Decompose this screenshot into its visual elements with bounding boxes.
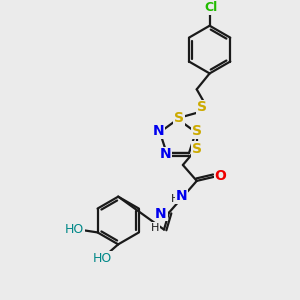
Text: Cl: Cl: [204, 1, 217, 14]
Text: S: S: [192, 124, 202, 138]
Text: N: N: [176, 189, 188, 203]
Text: S: S: [197, 100, 207, 114]
Text: O: O: [215, 169, 226, 183]
Text: HO: HO: [93, 252, 112, 265]
Text: N: N: [160, 147, 172, 161]
Text: N: N: [155, 207, 167, 221]
Text: S: S: [174, 111, 184, 125]
Text: H: H: [151, 223, 159, 232]
Text: S: S: [192, 142, 202, 156]
Text: N: N: [153, 124, 165, 138]
Text: HO: HO: [65, 223, 84, 236]
Text: H: H: [171, 194, 179, 204]
